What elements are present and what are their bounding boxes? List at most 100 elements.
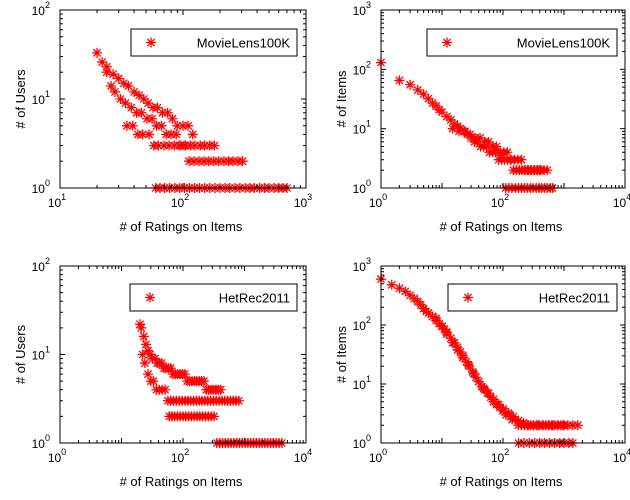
data-point (199, 140, 210, 151)
data-point (502, 147, 513, 158)
y-ticks (60, 269, 306, 444)
data-point (144, 129, 155, 140)
y-tick-label: 100 (32, 178, 50, 196)
data-point (418, 89, 429, 100)
data-point (423, 93, 434, 104)
y-axis-label: # of Users (13, 69, 28, 129)
data-point (198, 376, 209, 387)
data-point (137, 349, 148, 360)
data-point (144, 349, 155, 360)
data-point (126, 102, 137, 113)
data-point (516, 154, 527, 165)
data-point (457, 352, 468, 363)
data-point (431, 313, 442, 324)
data-points (92, 47, 292, 193)
legend-label: HetRec2011 (219, 291, 290, 306)
x-axis-label: # of Ratings on Items (120, 219, 243, 234)
data-point (445, 333, 456, 344)
data-point (101, 67, 112, 78)
data-point (460, 126, 471, 137)
data-point (143, 369, 154, 380)
data-point (120, 98, 131, 109)
data-point (237, 156, 248, 167)
x-tick-label: 100 (48, 447, 66, 465)
data-point (447, 123, 458, 134)
data-point (151, 120, 162, 131)
y-axis-label: # of Users (13, 324, 28, 384)
data-point (454, 126, 465, 137)
data-point (510, 414, 521, 425)
data-point (203, 156, 214, 167)
y-ticks (381, 268, 625, 444)
y-tick-label: 101 (353, 119, 371, 137)
legend: HetRec2011 (129, 283, 298, 312)
data-point (423, 307, 434, 318)
data-point (149, 353, 160, 364)
data-point (156, 120, 167, 131)
legend: MovieLens100K (130, 28, 298, 57)
data-point (108, 69, 119, 80)
data-point (183, 120, 194, 131)
data-point (483, 136, 494, 147)
data-point (179, 140, 190, 151)
y-tick-label: 101 (32, 345, 50, 363)
legend-marker (463, 292, 473, 303)
legend-marker (145, 292, 155, 303)
x-tick-label: 104 (294, 447, 312, 465)
y-tick-label: 100 (353, 178, 371, 196)
legend-box (447, 283, 618, 312)
data-point (400, 286, 411, 297)
data-point (491, 141, 502, 152)
chart-panel-4: 100 102 104 100 101 102 103 # of Ratings on Ite… (334, 256, 630, 489)
data-point (136, 107, 147, 118)
data-point (187, 129, 198, 140)
data-point (148, 376, 159, 387)
data-point (475, 132, 486, 143)
data-point (463, 359, 474, 370)
data-point (179, 369, 190, 380)
data-point (157, 107, 168, 118)
legend: HetRec2011 (447, 283, 618, 312)
data-point (143, 345, 154, 356)
data-point (123, 80, 134, 91)
x-tick-label: 102 (171, 192, 189, 210)
data-point (158, 140, 169, 151)
data-point (129, 86, 140, 97)
data-point (518, 417, 529, 428)
data-point (394, 283, 405, 294)
data-point (468, 368, 479, 379)
x-ticks (380, 266, 623, 443)
legend-label: MovieLens100K (197, 36, 291, 51)
data-point (171, 129, 182, 140)
x-tick-label: 103 (294, 192, 312, 210)
y-tick-label: 102 (353, 315, 371, 333)
y-tick-label: 103 (353, 256, 371, 274)
data-point (415, 299, 426, 310)
data-point (412, 84, 423, 95)
data-point (153, 140, 164, 151)
data-point (147, 113, 158, 124)
data-point (110, 86, 120, 97)
data-point (113, 73, 124, 84)
data-point (162, 107, 173, 118)
x-axis-label: # of Ratings on Items (440, 219, 563, 234)
data-point (137, 129, 148, 140)
y-tick-label: 101 (353, 374, 371, 392)
data-point (437, 107, 447, 118)
x-tick-label: 100 (369, 447, 387, 465)
legend-box (130, 28, 298, 57)
data-point (172, 120, 183, 131)
data-point (136, 322, 147, 333)
data-point (134, 90, 145, 101)
x-axis-label: # of Ratings on Items (120, 474, 243, 489)
data-point (461, 356, 472, 367)
data-point (152, 102, 163, 113)
data-point (498, 403, 509, 414)
x-ticks (59, 10, 301, 188)
data-point (394, 75, 405, 86)
data-point (213, 156, 224, 167)
data-point (178, 120, 188, 131)
y-tick-label: 102 (32, 0, 50, 18)
data-point (101, 61, 112, 72)
